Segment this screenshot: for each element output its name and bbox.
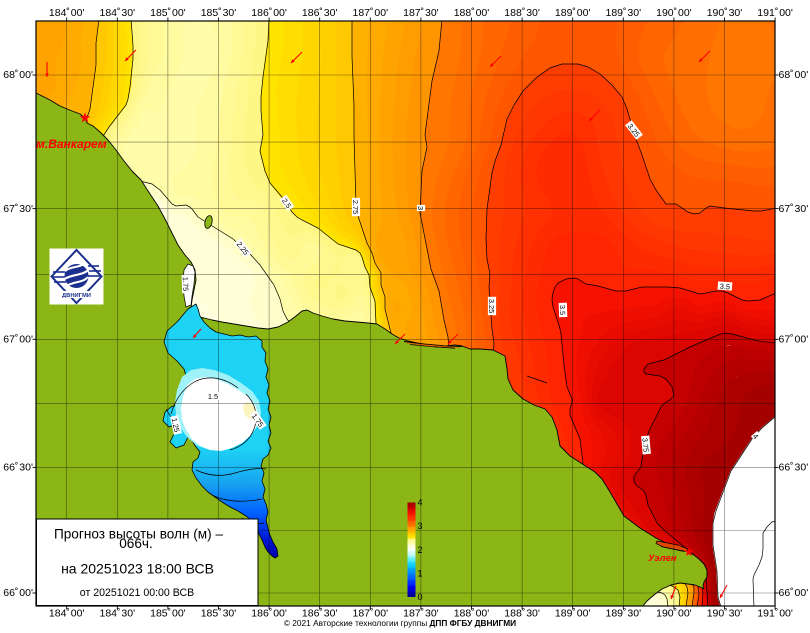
svg-text:Уэлен: Уэлен	[648, 553, 677, 564]
svg-text:184˚ 30': 184˚ 30'	[100, 608, 136, 620]
svg-text:190˚ 00': 190˚ 00'	[656, 608, 692, 620]
svg-text:68˚ 00': 68˚ 00'	[779, 69, 809, 81]
svg-text:66˚ 00': 66˚ 00'	[779, 587, 809, 599]
svg-text:184˚ 00': 184˚ 00'	[49, 7, 85, 19]
svg-text:189˚ 00': 189˚ 00'	[555, 608, 591, 620]
svg-text:© 2021 Авторские технологии гр: © 2021 Авторские технологии группы ДПП Ф…	[284, 618, 516, 628]
svg-text:67˚ 00': 67˚ 00'	[779, 334, 809, 346]
svg-text:67˚ 30': 67˚ 30'	[779, 203, 809, 215]
svg-text:189˚ 00': 189˚ 00'	[555, 7, 591, 19]
svg-text:1: 1	[418, 568, 423, 578]
svg-text:184˚ 30': 184˚ 30'	[100, 7, 136, 19]
svg-text:186˚ 00': 186˚ 00'	[251, 608, 287, 620]
svg-text:на 20251023 18:00 ВСВ: на 20251023 18:00 ВСВ	[61, 561, 214, 577]
svg-text:3.75: 3.75	[640, 437, 650, 452]
svg-text:187˚ 00': 187˚ 00'	[353, 7, 389, 19]
svg-text:190˚ 30': 190˚ 30'	[707, 608, 743, 620]
svg-text:190˚ 30': 190˚ 30'	[707, 7, 743, 19]
svg-text:187˚ 30': 187˚ 30'	[403, 608, 439, 620]
svg-text:3: 3	[416, 206, 425, 210]
svg-text:Прогноз высоты волн (м) –: Прогноз высоты волн (м) –	[54, 527, 223, 542]
svg-text:3.25: 3.25	[487, 299, 496, 313]
svg-text:1.25: 1.25	[170, 417, 182, 433]
svg-text:190˚ 00': 190˚ 00'	[656, 7, 692, 19]
svg-text:188˚ 00': 188˚ 00'	[454, 7, 490, 19]
svg-text:от 20251021 00:00 ВСВ: от 20251021 00:00 ВСВ	[80, 587, 194, 599]
svg-text:2.75: 2.75	[351, 200, 360, 214]
svg-text:1.5: 1.5	[208, 392, 218, 401]
svg-text:66˚ 30': 66˚ 30'	[779, 462, 809, 474]
svg-text:184˚ 00': 184˚ 00'	[49, 608, 85, 620]
svg-text:186˚ 00': 186˚ 00'	[251, 7, 287, 19]
svg-text:68˚ 00': 68˚ 00'	[3, 69, 33, 81]
svg-text:186˚ 30': 186˚ 30'	[302, 7, 338, 19]
svg-text:186˚ 30': 186˚ 30'	[302, 608, 338, 620]
svg-text:185˚ 00': 185˚ 00'	[150, 7, 186, 19]
svg-text:188˚ 30': 188˚ 30'	[504, 7, 540, 19]
svg-text:066ч.: 066ч.	[119, 536, 153, 551]
svg-text:1.75: 1.75	[181, 277, 190, 292]
svg-text:ДВНИГМИ: ДВНИГМИ	[62, 293, 91, 299]
svg-text:3.5: 3.5	[720, 282, 731, 292]
svg-text:67˚ 30': 67˚ 30'	[3, 203, 33, 215]
svg-text:191˚ 00': 191˚ 00'	[757, 7, 793, 19]
svg-text:3.5: 3.5	[558, 305, 567, 316]
svg-text:67˚ 00': 67˚ 00'	[3, 334, 33, 346]
svg-text:66˚ 00': 66˚ 00'	[3, 587, 33, 599]
svg-text:4: 4	[418, 498, 423, 508]
svg-text:189˚ 30': 189˚ 30'	[606, 608, 642, 620]
svg-text:187˚ 00': 187˚ 00'	[353, 608, 389, 620]
svg-text:2: 2	[418, 545, 423, 555]
svg-text:188˚ 00': 188˚ 00'	[454, 608, 490, 620]
svg-text:м.Ванкарем: м.Ванкарем	[36, 137, 107, 151]
svg-text:0: 0	[418, 592, 423, 602]
svg-text:3: 3	[418, 521, 423, 531]
svg-text:189˚ 30': 189˚ 30'	[606, 7, 642, 19]
svg-text:185˚ 00': 185˚ 00'	[150, 608, 186, 620]
svg-text:66˚ 30': 66˚ 30'	[3, 462, 33, 474]
svg-text:187˚ 30': 187˚ 30'	[403, 7, 439, 19]
svg-text:191˚ 00': 191˚ 00'	[757, 608, 793, 620]
svg-text:4: 4	[751, 432, 761, 441]
svg-text:188˚ 30': 188˚ 30'	[504, 608, 540, 620]
svg-text:185˚ 30': 185˚ 30'	[201, 7, 237, 19]
svg-text:185˚ 30': 185˚ 30'	[201, 608, 237, 620]
